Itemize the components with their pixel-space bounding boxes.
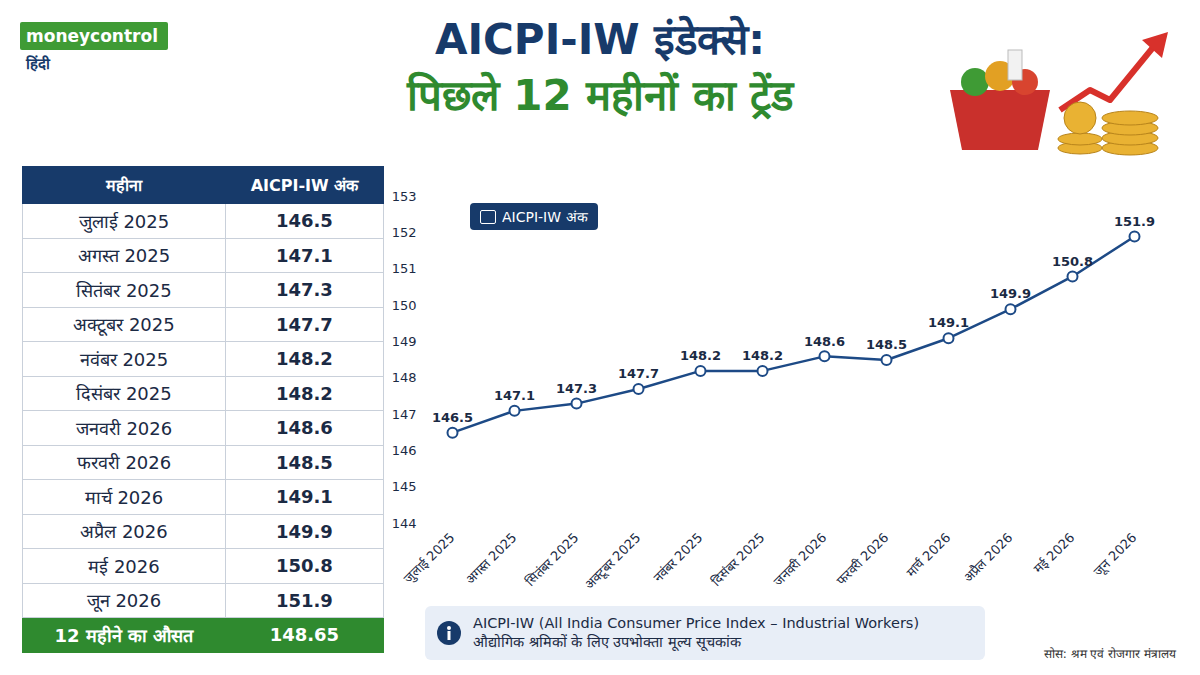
- svg-text:149: 149: [392, 334, 417, 349]
- html-text:146.5: 146.5: [276, 210, 333, 232]
- html-text:147.1: 147.1: [276, 244, 333, 266]
- html-text:149.1: 149.1: [276, 486, 333, 508]
- svg-text:150.8: 150.8: [1052, 254, 1093, 269]
- html-text:जनवरी 2026: जनवरी 2026: [75, 417, 173, 439]
- svg-text:151: 151: [392, 261, 417, 276]
- html-text:मार्च 2026: मार्च 2026: [84, 486, 164, 508]
- html-text:पिछले 12 महीनों का ट्रेंड: पिछले 12 महीनों का ट्रेंड: [406, 71, 794, 120]
- html-text:148.6: 148.6: [276, 417, 333, 439]
- svg-text:147.3: 147.3: [556, 381, 597, 396]
- html-text:हिंदी: हिंदी: [26, 55, 50, 73]
- html-text:151.9: 151.9: [276, 589, 333, 611]
- svg-text:अप्रैल 2026: अप्रैल 2026: [960, 530, 1015, 585]
- html-text:अक्टूबर 2025: अक्टूबर 2025: [73, 314, 175, 336]
- html-text:149.9: 149.9: [276, 520, 333, 542]
- svg-text:148.2: 148.2: [742, 348, 783, 363]
- svg-text:148.5: 148.5: [866, 337, 907, 352]
- svg-text:नवंबर 2025: नवंबर 2025: [650, 530, 705, 585]
- svg-text:146.5: 146.5: [432, 410, 473, 425]
- svg-text:152: 152: [392, 225, 417, 240]
- svg-text:अक्टूबर 2025: अक्टूबर 2025: [581, 530, 644, 593]
- html-text:12 महीने का औसत: 12 महीने का औसत: [54, 624, 194, 646]
- svg-text:मई 2026: मई 2026: [1031, 530, 1078, 577]
- svg-text:सितंबर 2025: सितंबर 2025: [523, 530, 582, 589]
- svg-text:148.2: 148.2: [680, 348, 721, 363]
- html-text:AICPI-IW (All India Consumer P: AICPI-IW (All India Consumer Price Index…: [473, 615, 920, 631]
- html-text:moneycontrol: moneycontrol: [26, 26, 158, 46]
- html-text:जून 2026: जून 2026: [86, 590, 162, 612]
- svg-text:149.1: 149.1: [928, 315, 969, 330]
- svg-text:145: 145: [392, 479, 417, 494]
- svg-text:जुलाई 2025: जुलाई 2025: [401, 530, 458, 587]
- svg-text:147: 147: [392, 407, 417, 422]
- html-text:148.2: 148.2: [276, 382, 333, 404]
- svg-text:147.7: 147.7: [618, 366, 659, 381]
- html-text:148.5: 148.5: [276, 451, 333, 473]
- html-text:महीना: महीना: [105, 176, 142, 195]
- html-text:फरवरी 2026: फरवरी 2026: [76, 452, 172, 474]
- svg-text:148: 148: [392, 370, 417, 385]
- svg-text:147.1: 147.1: [494, 388, 535, 403]
- html-text:AICPI-IW अंक: AICPI-IW अंक: [502, 209, 588, 225]
- html-text:मई 2026: मई 2026: [88, 555, 160, 577]
- svg-text:फरवरी 2026: फरवरी 2026: [833, 530, 891, 588]
- html-text:147.7: 147.7: [276, 313, 333, 335]
- svg-text:151.9: 151.9: [1114, 214, 1155, 229]
- svg-text:144: 144: [392, 516, 417, 531]
- html-text:AICPI-IW इंडेक्से:: AICPI-IW इंडेक्से:: [434, 15, 766, 64]
- html-text:सोस: श्रम एवं रोजगार मंत्रालय: सोस: श्रम एवं रोजगार मंत्रालय: [1043, 647, 1176, 661]
- html-text:दिसंबर 2025: दिसंबर 2025: [76, 383, 172, 405]
- svg-text:मार्च 2026: मार्च 2026: [903, 530, 953, 580]
- svg-text:जनवरी 2026: जनवरी 2026: [770, 530, 830, 590]
- svg-text:149.9: 149.9: [990, 286, 1031, 301]
- svg-text:150: 150: [392, 298, 417, 313]
- html-text:AICPI-IW अंक: AICPI-IW अंक: [250, 176, 359, 195]
- html-text:148.65: 148.65: [269, 624, 340, 646]
- html-text:अगस्त 2025: अगस्त 2025: [77, 245, 171, 267]
- html-text:147.3: 147.3: [276, 279, 333, 301]
- svg-text:146: 146: [392, 443, 417, 458]
- svg-text:153: 153: [392, 189, 417, 204]
- svg-text:दिसंबर 2025: दिसंबर 2025: [709, 530, 768, 589]
- html-text:150.8: 150.8: [276, 555, 333, 577]
- html-text:नवंबर 2025: नवंबर 2025: [79, 348, 169, 370]
- svg-text:148.6: 148.6: [804, 334, 845, 349]
- html-text:148.2: 148.2: [276, 348, 333, 370]
- html-text:औद्योगिक श्रमिकों के लिए उपभोक: औद्योगिक श्रमिकों के लिए उपभोक्ता मूल्य …: [473, 634, 741, 650]
- svg-text:जून 2026: जून 2026: [1091, 530, 1141, 580]
- html-text:सितंबर 2025: सितंबर 2025: [76, 279, 172, 301]
- html-text:अप्रैल 2026: अप्रैल 2026: [80, 521, 168, 543]
- html-text:जुलाई 2025: जुलाई 2025: [78, 210, 170, 232]
- svg-text:अगस्त 2025: अगस्त 2025: [462, 530, 519, 587]
